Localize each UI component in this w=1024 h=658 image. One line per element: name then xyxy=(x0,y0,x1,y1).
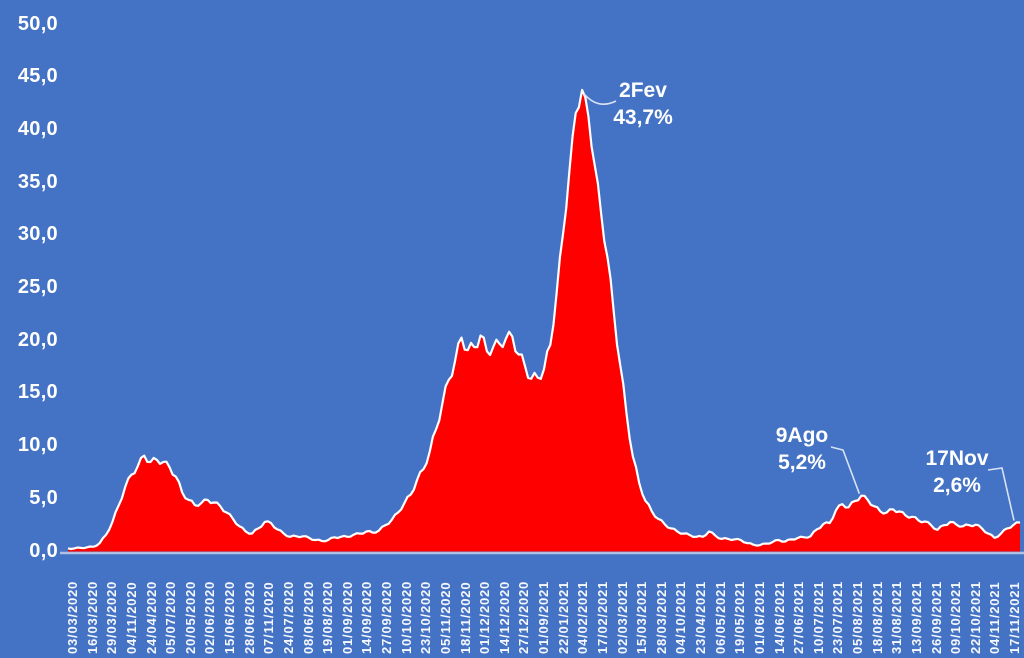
x-tick-label: 18/11/2020 xyxy=(457,581,473,654)
annotation-last-17nov: 17Nov 2,6% xyxy=(925,445,988,499)
y-tick-label: 20,0 xyxy=(17,328,58,351)
x-tick-label: 14/06/2021 xyxy=(771,580,787,654)
x-tick-label: 01/09/2020 xyxy=(339,580,355,654)
x-tick-label: 04/11/2020 xyxy=(123,581,139,654)
x-tick-label: 17/11/2021 xyxy=(1007,581,1022,654)
x-tick-label: 01/09/2021 xyxy=(536,580,551,654)
x-tick-label: 17/02/2021 xyxy=(594,580,610,654)
x-tick-label: 28/06/2020 xyxy=(241,580,257,654)
x-tick-label: 04/02/2021 xyxy=(575,580,591,654)
annotation-peak-2fev: 2Fev 43,7% xyxy=(613,77,673,131)
x-tick-label: 04/11/2021 xyxy=(987,581,1003,654)
x-tick-label: 19/05/2021 xyxy=(732,580,748,654)
x-tick-label: 02/06/2020 xyxy=(202,580,218,654)
x-tick-label: 16/03/2020 xyxy=(84,580,100,654)
x-tick-label: 01/06/2021 xyxy=(751,580,767,654)
x-tick-label: 03/03/2020 xyxy=(65,580,80,654)
x-tick-label: 23/04/2021 xyxy=(693,580,708,654)
area-series-outline xyxy=(67,88,1021,551)
x-tick-label: 29/03/2020 xyxy=(104,580,120,654)
x-tick-label: 27/12/2020 xyxy=(516,580,532,654)
x-tick-label: 24/04/2020 xyxy=(143,580,159,654)
x-tick-label: 22/10/2021 xyxy=(967,580,983,654)
leader-line-9ago xyxy=(830,446,861,494)
x-tick-label: 14/09/2020 xyxy=(359,580,375,654)
x-tick-label: 10/10/2020 xyxy=(398,580,414,654)
x-tick-label: 15/03/2021 xyxy=(634,580,650,654)
x-tick-label: 22/01/2021 xyxy=(555,580,571,654)
x-tick-label: 15/06/2020 xyxy=(222,580,237,654)
annotation-value-label: 43,7% xyxy=(613,106,673,129)
x-tick-label: 05/07/2020 xyxy=(163,580,179,654)
x-tick-label: 01/12/2020 xyxy=(477,580,493,654)
leader-line-17nov xyxy=(987,467,1015,521)
x-tick-label: 28/03/2021 xyxy=(653,580,669,654)
y-tick-label: 40,0 xyxy=(17,117,58,140)
x-tick-label: 27/06/2021 xyxy=(791,580,807,654)
annotation-date-label: 17Nov xyxy=(925,447,989,470)
area-series-fill xyxy=(68,89,1020,552)
x-tick-label: 23/07/2021 xyxy=(830,580,846,654)
x-tick-label: 27/09/2020 xyxy=(379,580,394,654)
annotation-date-label: 9Ago xyxy=(775,424,829,447)
annotation-peak-9ago: 9Ago 5,2% xyxy=(776,422,829,476)
x-tick-label: 08/06/2020 xyxy=(300,580,316,654)
y-tick-label: 5,0 xyxy=(29,486,58,509)
x-tick-label: 20/05/2020 xyxy=(182,580,198,654)
x-tick-label: 05/08/2021 xyxy=(850,580,865,654)
x-tick-label: 14/12/2020 xyxy=(496,580,512,654)
annotation-value-label: 2,6% xyxy=(933,474,981,497)
x-tick-label: 05/11/2020 xyxy=(437,581,453,654)
x-tick-label: 19/08/2020 xyxy=(320,580,336,654)
x-tick-label: 07/11/2020 xyxy=(261,581,277,654)
annotation-date-label: 2Fev xyxy=(619,79,667,102)
x-tick-label: 26/09/2021 xyxy=(928,580,944,654)
y-tick-label: 45,0 xyxy=(17,65,58,88)
y-tick-label: 10,0 xyxy=(17,434,58,457)
x-tick-label: 10/07/2021 xyxy=(810,580,826,654)
x-tick-label: 13/09/2021 xyxy=(908,580,924,654)
y-tick-label: 30,0 xyxy=(17,223,58,246)
leader-line-2fev xyxy=(583,93,617,106)
y-tick-label: 35,0 xyxy=(17,170,58,193)
y-tick-label: 25,0 xyxy=(17,276,58,298)
x-tick-label: 09/10/2021 xyxy=(948,580,964,654)
x-tick-label: 06/05/2021 xyxy=(712,580,728,654)
x-tick-label: 02/03/2021 xyxy=(614,580,630,654)
x-tick-label: 31/08/2021 xyxy=(889,580,905,654)
x-tick-label: 24/07/2020 xyxy=(280,580,296,654)
y-tick-label: 0,0 xyxy=(29,539,58,562)
y-tick-label: 15,0 xyxy=(17,381,58,404)
x-tick-label: 18/08/2021 xyxy=(869,580,885,654)
x-tick-label: 04/10/2021 xyxy=(673,580,689,654)
annotation-value-label: 5,2% xyxy=(778,451,826,474)
y-tick-label: 50,0 xyxy=(17,12,58,35)
x-tick-label: 23/10/2020 xyxy=(418,580,434,654)
